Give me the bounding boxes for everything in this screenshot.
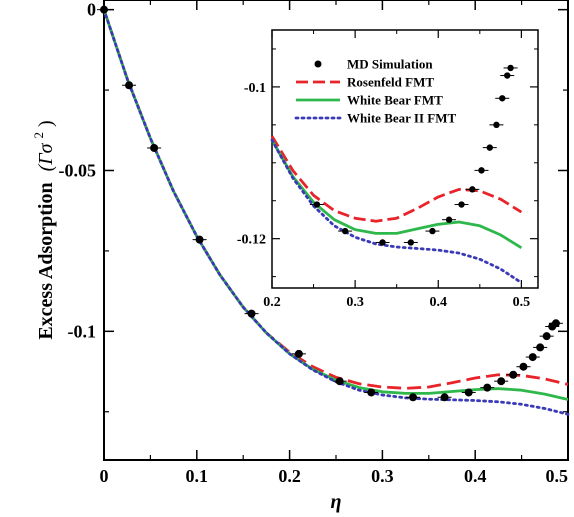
inset-md-point	[379, 239, 386, 246]
main-md-point	[536, 343, 545, 352]
inset-md-point	[504, 72, 511, 79]
legend-marker-md-simulation	[314, 60, 322, 68]
main-x-tick-label: 0.4	[464, 466, 487, 486]
main-x-tick-label: 0.2	[278, 466, 301, 486]
inset-series-line-white-bear-fmt	[270, 139, 523, 249]
main-md-point	[509, 370, 518, 379]
inset-md-point	[458, 201, 465, 208]
y-axis-title-text: Excess Adsorption	[35, 182, 57, 339]
inset-md-point	[486, 144, 493, 151]
main-md-point	[294, 349, 303, 358]
main-md-points	[97, 5, 563, 402]
legend-label-md-simulation: MD Simulation	[347, 57, 433, 72]
inset-y-tick-label: -0.12	[237, 233, 266, 248]
main-plot: 0 0.1 0.2 0.3 0.4 0.5 0 -0.05 -0.1	[59, 0, 570, 486]
main-y-axis: 0 -0.05 -0.1	[59, 0, 568, 413]
main-x-tick-label: 0.5	[546, 466, 569, 486]
main-x-tick-label: 0	[100, 466, 109, 486]
inset-md-point	[429, 227, 436, 235]
inset-x-tick-label: 0.2	[263, 295, 281, 310]
inset-md-point	[478, 167, 485, 174]
inset-x-axis: 0.2 0.3 0.4 0.5	[263, 30, 530, 310]
main-md-point	[483, 383, 492, 392]
inset-y-tick-label: -0.1	[244, 81, 266, 96]
main-y-tick-label: 0	[87, 0, 96, 20]
inset-series-line-rosenfeld-fmt	[270, 135, 523, 223]
main-md-point	[150, 143, 159, 152]
y-axis-title-exponent: 2	[31, 132, 46, 139]
inset-md-points	[309, 64, 518, 246]
main-md-point	[519, 362, 528, 371]
inset-md-point	[499, 95, 506, 102]
inset-background	[271, 29, 539, 289]
main-md-point	[464, 388, 473, 397]
y-axis-title: Excess Adsorption (Γσ 2 )	[26, 120, 57, 339]
x-axis-title: η	[331, 491, 342, 513]
main-md-point	[125, 81, 134, 90]
main-md-point	[440, 393, 449, 402]
main-md-point	[335, 377, 344, 386]
main-md-point	[409, 393, 418, 402]
main-md-point	[497, 377, 506, 386]
legend-label-rosenfeld-fmt: Rosenfeld FMT	[347, 75, 434, 90]
inset-series-group	[270, 135, 523, 285]
main-md-point	[551, 319, 560, 328]
inset-plot: 0.2 0.3 0.4 0.5 -0.1 -0.12 MD Simulation Rose…	[237, 29, 539, 310]
main-md-point	[528, 353, 537, 362]
inset-md-point	[507, 64, 514, 72]
inset-md-point	[341, 227, 349, 235]
inset-legend: MD Simulation Rosenfeld FMT White Bear FMT…	[294, 57, 456, 126]
inset-md-point	[469, 186, 476, 193]
inset-x-tick-label: 0.3	[346, 295, 364, 310]
main-md-point	[542, 332, 551, 341]
main-y-tick-label: -0.1	[68, 321, 97, 341]
inset-y-axis: -0.1 -0.12	[237, 48, 538, 278]
inset-x-tick-label: 0.5	[513, 295, 531, 310]
y-axis-title-math: (Γσ	[35, 142, 57, 171]
inset-x-tick-label: 0.4	[430, 295, 448, 310]
main-md-point	[100, 5, 108, 14]
main-md-point	[367, 388, 376, 397]
legend-label-white-bear-ii-fmt: White Bear II FMT	[347, 111, 456, 126]
legend-label-white-bear-fmt: White Bear FMT	[347, 93, 443, 108]
main-y-tick-label: -0.05	[59, 160, 97, 180]
inset-md-point	[445, 216, 453, 223]
main-x-axis: 0 0.1 0.2 0.3 0.4 0.5	[100, 0, 569, 486]
main-x-tick-label: 0.1	[186, 466, 209, 486]
inset-md-point	[407, 239, 415, 246]
main-x-tick-label: 0.3	[371, 466, 394, 486]
inset-series-line-white-bear-ii-fmt	[270, 138, 523, 285]
inset-md-point	[493, 121, 500, 129]
main-md-point	[195, 235, 204, 244]
inset-md-point	[313, 201, 321, 208]
y-axis-title-close: )	[35, 120, 57, 127]
main-md-point	[247, 309, 256, 318]
